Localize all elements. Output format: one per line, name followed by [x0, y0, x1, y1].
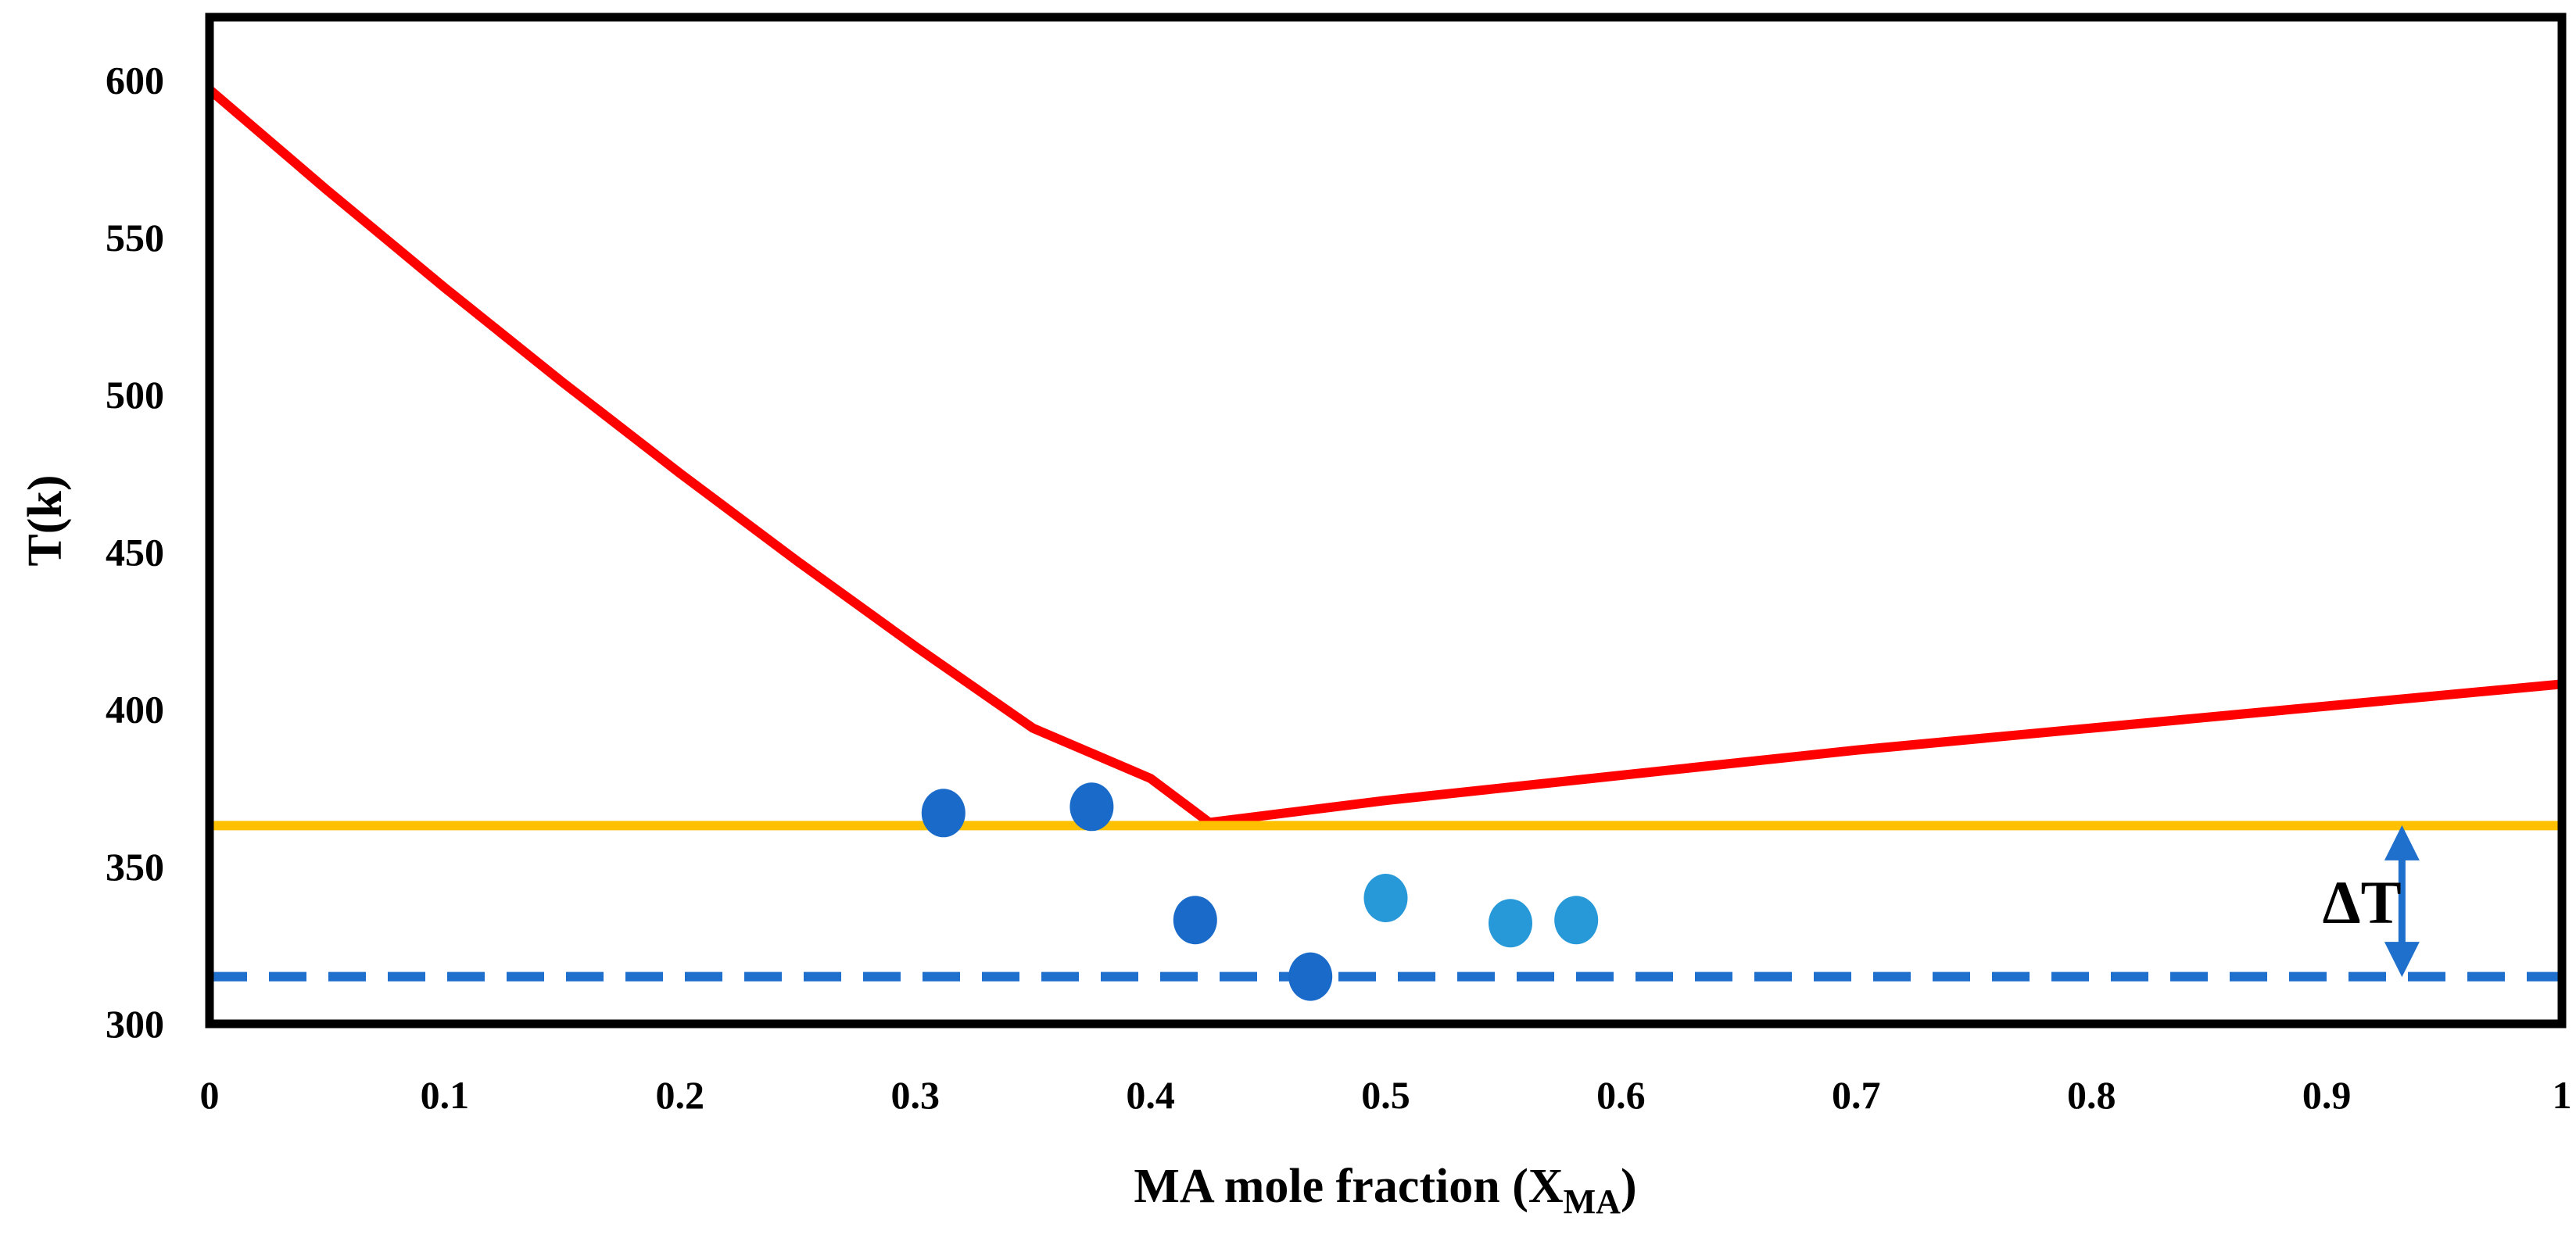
data-point-0	[921, 789, 966, 838]
x-axis-label-suffix: )	[1621, 1160, 1637, 1213]
x-tick-label: 0.2	[656, 1073, 705, 1117]
data-point-3	[1288, 952, 1333, 1001]
x-tick-label: 0.8	[2067, 1073, 2116, 1117]
x-tick-label: 0.3	[890, 1073, 940, 1117]
y-tick-label: 300	[106, 1002, 164, 1046]
y-tick-label: 500	[106, 373, 164, 417]
x-tick-label: 0.7	[1832, 1073, 1881, 1117]
points-layer	[921, 782, 1599, 1001]
x-axis-label-subscript: MA	[1564, 1182, 1621, 1221]
y-tick-label: 600	[106, 59, 164, 102]
x-tick-label: 0.1	[421, 1073, 470, 1117]
data-point-2	[1173, 896, 1217, 945]
x-tick-label: 0.5	[1361, 1073, 1410, 1117]
data-point-6	[1554, 896, 1599, 945]
y-tick-label: 550	[106, 216, 164, 259]
x-tick-labels: 0 0.1 0.2 0.3 0.4 0.5 0.6 0.7 0.8 0.9 1	[200, 1073, 2572, 1117]
y-tick-label: 450	[106, 530, 164, 574]
y-tick-labels: 300 350 400 450 500 550 600	[106, 59, 164, 1046]
x-tick-label: 0.9	[2302, 1073, 2352, 1117]
data-point-5	[1489, 899, 1532, 948]
y-axis-label: T(k)	[19, 474, 72, 566]
y-tick-label: 400	[106, 688, 164, 732]
data-point-4	[1363, 874, 1408, 922]
series-layer	[210, 86, 2562, 982]
x-tick-label: 0	[200, 1073, 220, 1117]
x-axis-label-main: MA mole fraction (X	[1134, 1160, 1563, 1213]
y-tick-label: 350	[106, 845, 164, 889]
data-point-1	[1069, 782, 1114, 832]
x-axis-label: MA mole fraction (XMA)	[1134, 1160, 1636, 1221]
plot-frame	[205, 13, 2567, 1029]
series-line-0	[210, 86, 1213, 827]
x-tick-label: 0.4	[1126, 1073, 1175, 1117]
delta-t-label: ΔT	[2323, 868, 2402, 936]
annotation-layer: ΔT	[2323, 825, 2420, 978]
x-tick-label: 0.6	[1596, 1073, 1646, 1117]
series-line-1	[1209, 679, 2562, 828]
x-tick-label: 1	[2553, 1073, 2572, 1117]
